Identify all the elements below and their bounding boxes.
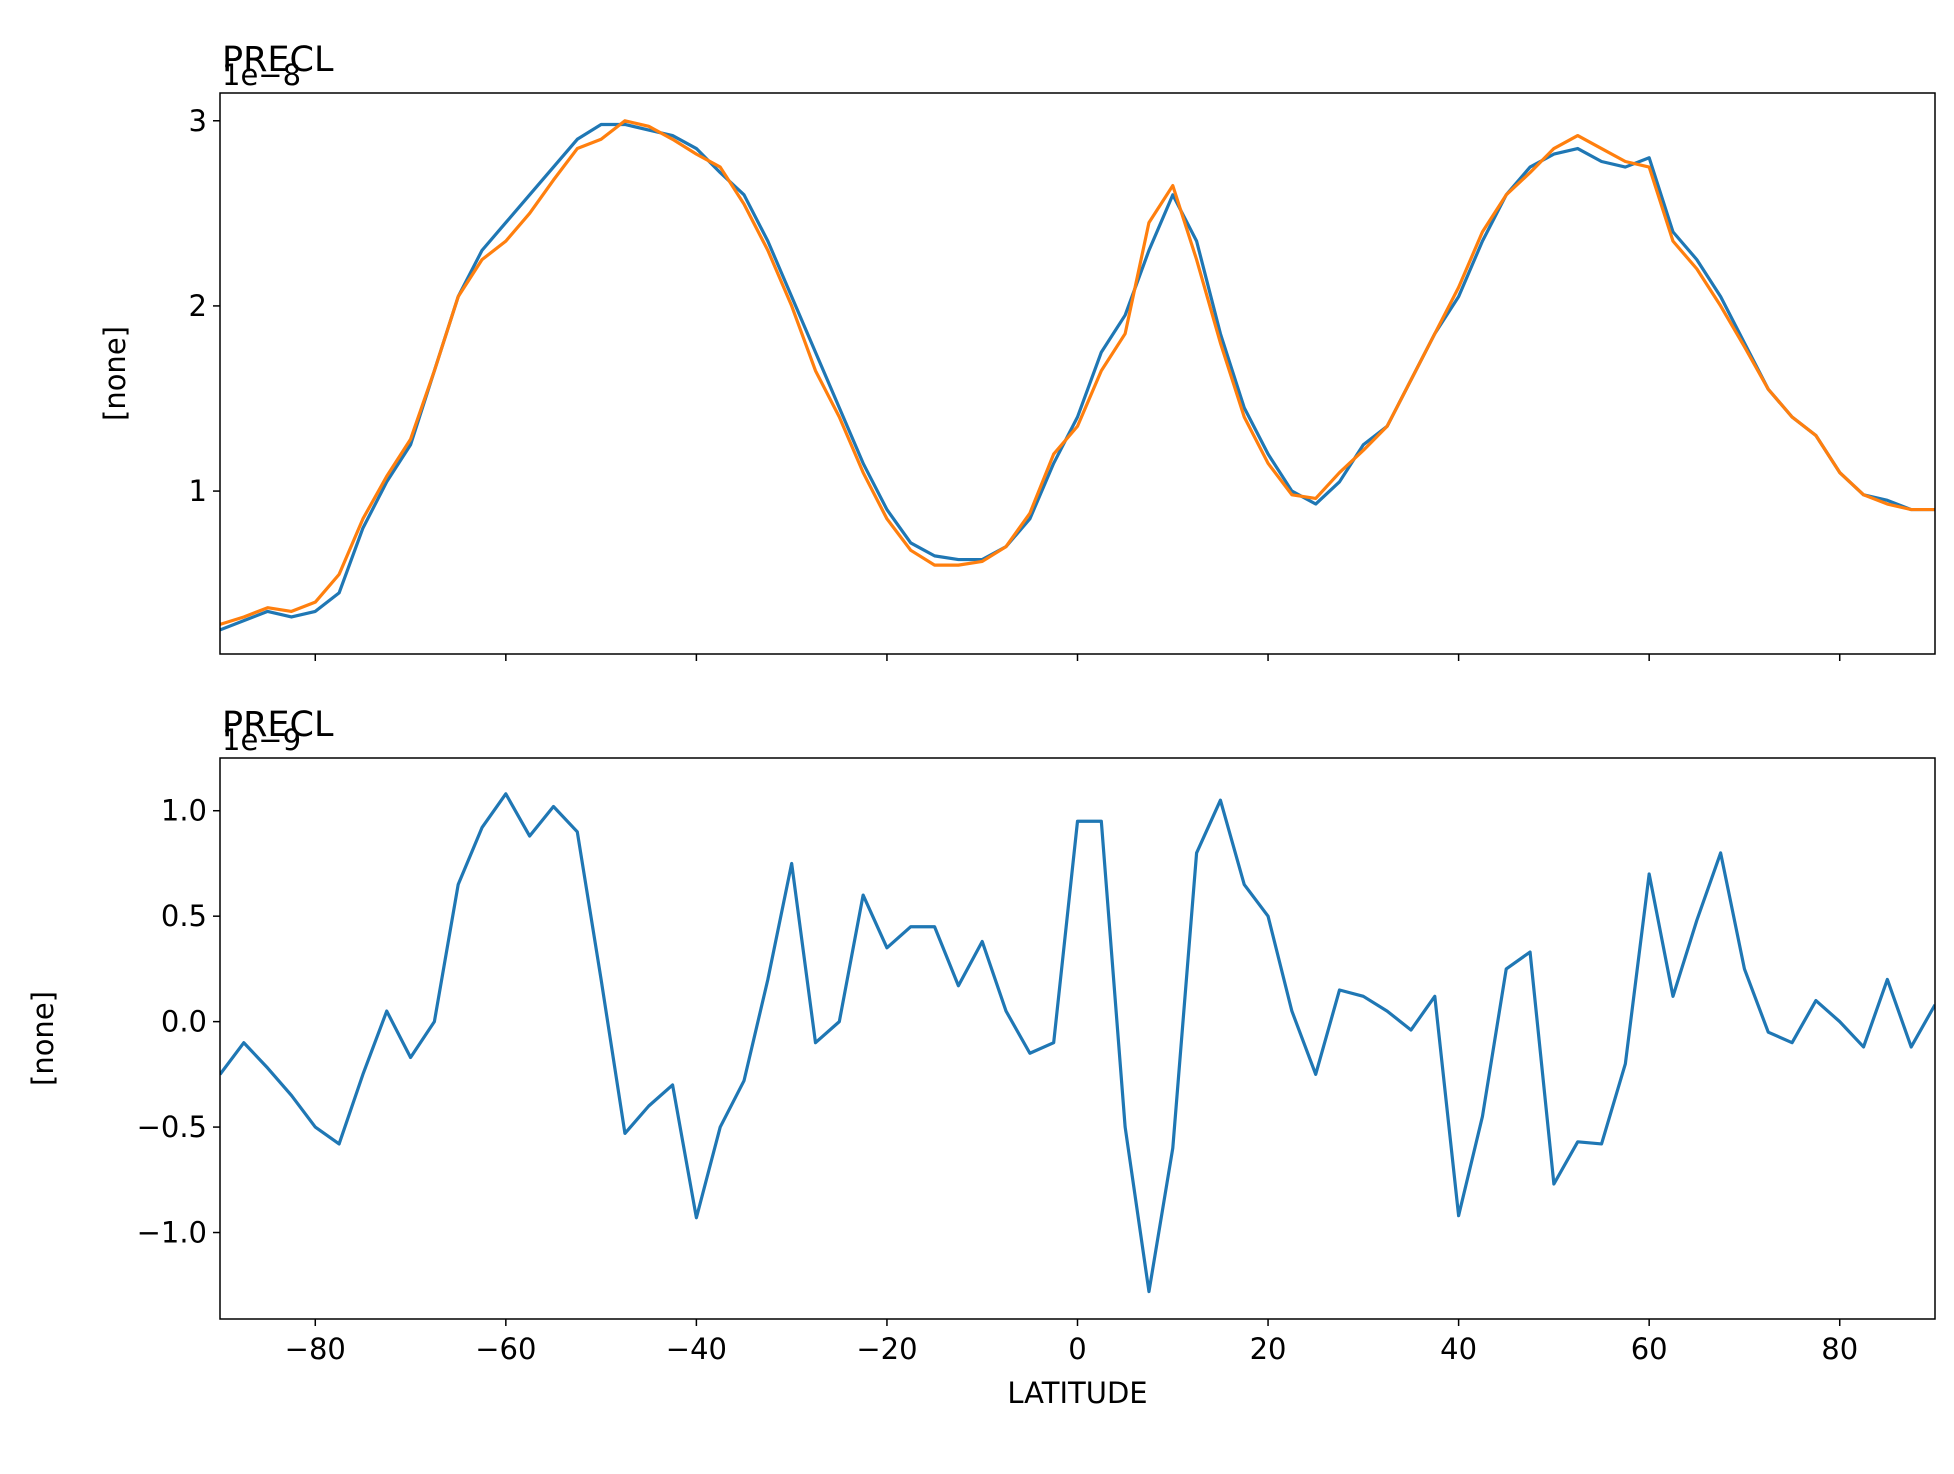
data-line — [220, 119, 1935, 626]
data-line — [220, 792, 1935, 1294]
x-tick-label: −80 — [285, 1332, 346, 1366]
y-tick-label: 2 — [189, 289, 207, 323]
x-tick-label: 80 — [1821, 1332, 1858, 1366]
y-tick-label: −0.5 — [137, 1110, 207, 1144]
x-tick-label: −60 — [475, 1332, 536, 1366]
x-axis-label: LATITUDE — [1007, 1376, 1147, 1410]
x-tick-label: 40 — [1440, 1332, 1477, 1366]
x-tick-label: 60 — [1631, 1332, 1668, 1366]
offset-text: 1e−9 — [222, 723, 301, 757]
y-axis-label: [none] — [26, 991, 60, 1086]
y-tick-label: 0.0 — [161, 1005, 207, 1039]
offset-text: 1e−8 — [222, 58, 301, 92]
axes-frame — [219, 92, 1936, 655]
x-tick-label: 0 — [1068, 1332, 1086, 1366]
chart-title: PRECL — [222, 40, 334, 80]
y-tick-label: 1 — [189, 474, 207, 508]
y-tick-label: 1.0 — [161, 794, 207, 828]
y-tick-label: 0.5 — [161, 899, 207, 933]
x-tick-label: −40 — [666, 1332, 727, 1366]
x-tick-label: 20 — [1250, 1332, 1287, 1366]
data-line — [220, 122, 1935, 632]
y-axis-label: [none] — [98, 326, 132, 421]
chart-title: PRECL — [222, 705, 334, 745]
x-tick-label: −20 — [856, 1332, 917, 1366]
y-tick-label: −1.0 — [137, 1216, 207, 1250]
y-tick-label: 3 — [189, 104, 207, 138]
